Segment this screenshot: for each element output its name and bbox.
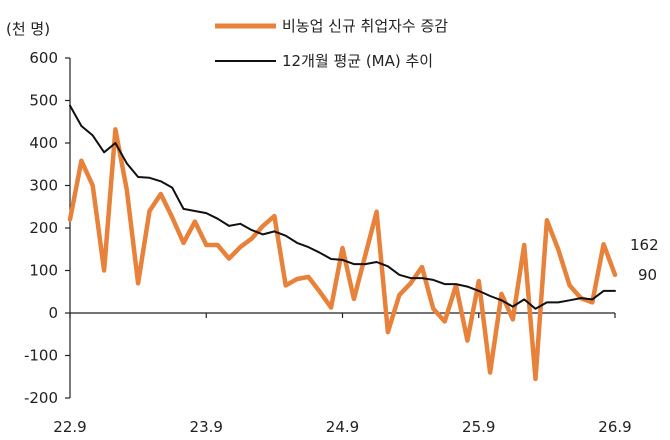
x-tick-label: 22.9 bbox=[53, 418, 86, 436]
y-tick-label: 0 bbox=[48, 304, 58, 322]
y-ticks: -200 -100 0 100 200 300 400 500 600 bbox=[24, 49, 70, 407]
series-line-ma bbox=[69, 104, 616, 310]
x-tick-label: 26.9 bbox=[598, 418, 631, 436]
y-tick-label: 600 bbox=[29, 49, 58, 67]
y-unit-label: (천 명) bbox=[6, 20, 50, 38]
y-tick-label: 200 bbox=[29, 219, 58, 237]
x-ticks: 22.9 23.9 24.9 25.9 26.9 bbox=[53, 313, 632, 436]
end-label-payrolls: 162 bbox=[630, 236, 659, 254]
legend-label-payrolls: 비농업 신규 취업자수 증감 bbox=[282, 17, 448, 35]
x-tick-label: 24.9 bbox=[326, 418, 359, 436]
y-tick-label: -200 bbox=[24, 389, 58, 407]
y-tick-label: 300 bbox=[29, 177, 58, 195]
series-layer bbox=[67, 104, 618, 382]
y-tick-label: -100 bbox=[24, 347, 58, 365]
y-tick-label: 100 bbox=[29, 262, 58, 280]
y-tick-label: 400 bbox=[29, 134, 58, 152]
series-line-payrolls bbox=[67, 127, 618, 382]
legend-label-ma: 12개월 평균 (MA) 추이 bbox=[282, 52, 433, 70]
end-label-ma: 90 bbox=[638, 266, 657, 284]
legend: 비농업 신규 취업자수 증감 12개월 평균 (MA) 추이 bbox=[215, 17, 448, 70]
x-tick-label: 25.9 bbox=[462, 418, 495, 436]
x-tick-label: 23.9 bbox=[190, 418, 223, 436]
y-tick-label: 500 bbox=[29, 92, 58, 110]
